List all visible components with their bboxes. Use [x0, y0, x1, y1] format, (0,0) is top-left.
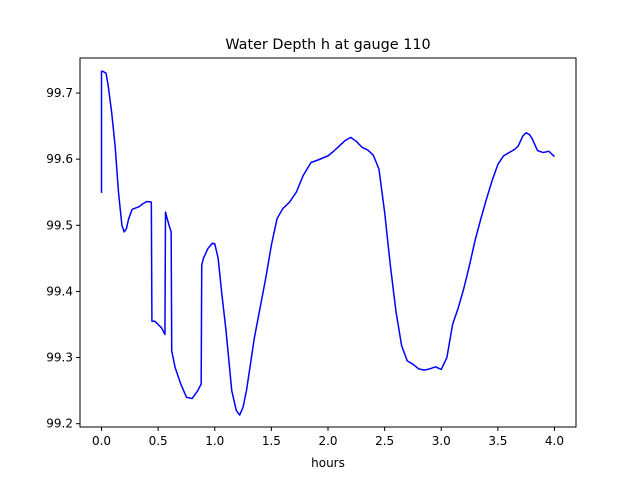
x-tick-label: 1.0 [205, 434, 224, 448]
y-tick-label: 99.4 [46, 284, 73, 298]
x-tick-label: 2.0 [318, 434, 337, 448]
y-tick-label: 99.2 [46, 417, 73, 431]
x-tick-label: 0.5 [149, 434, 168, 448]
x-axis: 0.0 0.5 1.0 1.5 2.0 2.5 3.0 3.5 4.0 [92, 427, 564, 448]
x-tick-label: 1.5 [262, 434, 281, 448]
x-tick-label: 0.0 [92, 434, 111, 448]
x-tick-label: 4.0 [545, 434, 564, 448]
x-axis-label: hours [311, 456, 345, 470]
x-tick-label: 2.5 [375, 434, 394, 448]
y-tick-label: 99.3 [46, 351, 73, 365]
x-tick-label: 3.0 [432, 434, 451, 448]
chart-title: Water Depth h at gauge 110 [225, 37, 430, 53]
series-line-1 [100, 70, 555, 416]
y-axis: 99.2 99.3 99.4 99.5 99.6 99.7 [46, 86, 80, 431]
y-tick-label: 99.7 [46, 86, 73, 100]
y-tick-label: 99.6 [46, 152, 73, 166]
x-tick-label: 3.5 [488, 434, 507, 448]
y-tick-label: 99.5 [46, 218, 73, 232]
